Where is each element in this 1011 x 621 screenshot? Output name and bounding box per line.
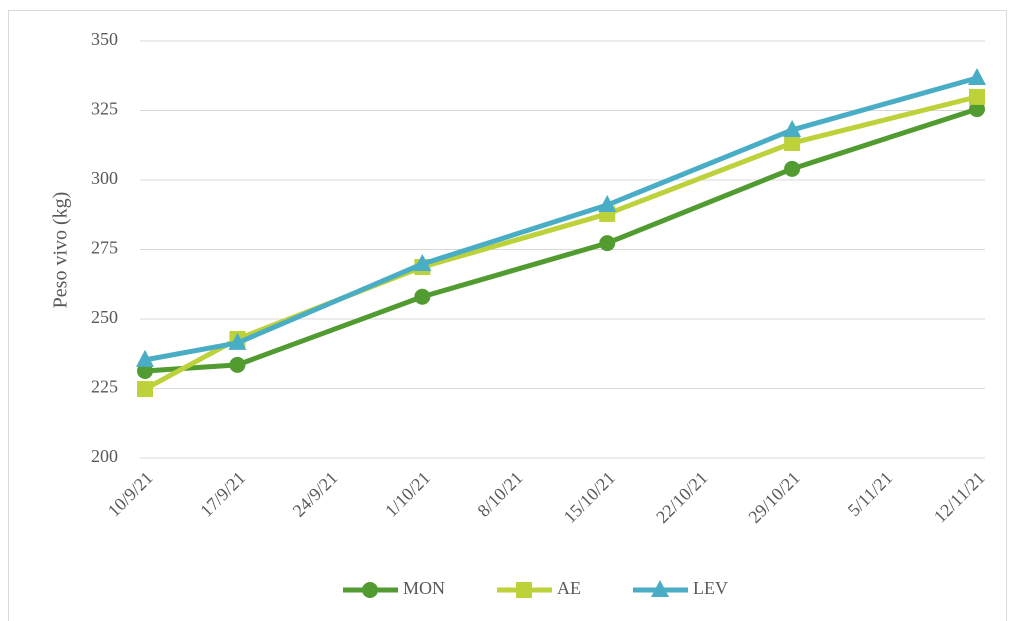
y-tick-label: 225: [91, 377, 118, 397]
x-tick-label: 12/11/21: [930, 468, 989, 527]
x-tick-label: 8/10/21: [473, 468, 526, 521]
data-point: [783, 119, 802, 137]
x-tick-label: 1/10/21: [381, 468, 434, 521]
y-axis-label: Peso vivo (kg): [50, 192, 72, 309]
y-tick-label: 200: [91, 446, 118, 466]
data-point: [784, 135, 801, 152]
data-point: [969, 101, 985, 118]
data-point: [229, 356, 246, 373]
y-tick-label: 350: [91, 29, 118, 49]
x-tick-label: 22/10/21: [652, 468, 711, 527]
series-line: [143, 94, 978, 392]
legend-marker: [516, 582, 533, 598]
legend-label: AE: [557, 578, 581, 598]
data-point: [413, 253, 432, 271]
data-point: [137, 381, 153, 398]
data-point: [784, 160, 801, 177]
legend-label: MON: [403, 578, 445, 598]
x-tick-label: 15/10/21: [560, 468, 619, 527]
x-tick-label: 10/9/21: [104, 468, 157, 521]
x-tick-label: 24/9/21: [289, 468, 342, 521]
y-tick-label: 325: [91, 99, 118, 119]
data-point: [136, 349, 154, 367]
data-point: [968, 67, 986, 85]
data-point: [598, 195, 617, 213]
chart-frame: [8, 10, 1007, 621]
x-tick-label: 17/9/21: [196, 468, 249, 521]
y-tick-label: 275: [91, 238, 118, 258]
data-point: [969, 88, 985, 105]
data-point: [137, 362, 153, 379]
series-line: [144, 75, 978, 363]
data-point: [414, 288, 431, 305]
legend-label: LEV: [693, 578, 728, 598]
legend-marker: [362, 582, 378, 598]
x-tick-label: 29/10/21: [744, 468, 803, 527]
data-point: [599, 235, 616, 252]
data-point: [228, 332, 247, 350]
y-tick-label: 300: [91, 168, 118, 188]
legend-marker: [651, 580, 670, 597]
y-tick-label: 250: [91, 307, 118, 327]
x-tick-label: 5/11/21: [844, 468, 897, 521]
series-line: [144, 106, 978, 374]
